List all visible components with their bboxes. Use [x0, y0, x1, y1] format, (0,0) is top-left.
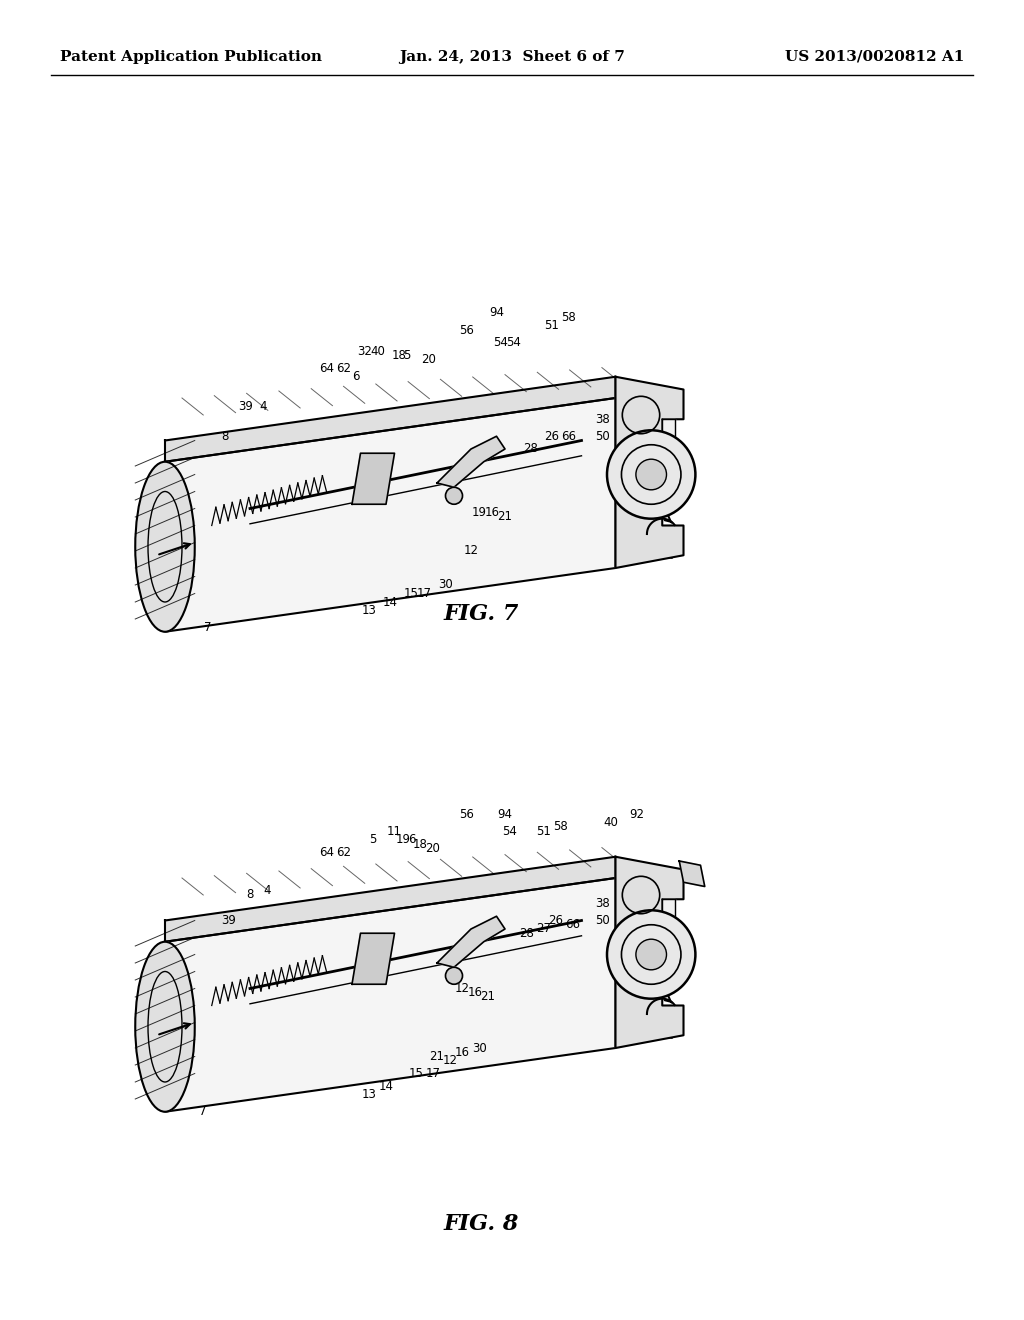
Text: 30: 30 — [438, 578, 453, 591]
Polygon shape — [663, 899, 675, 925]
Text: FIG. 7: FIG. 7 — [443, 603, 519, 624]
Text: 38: 38 — [595, 898, 610, 909]
Text: 58: 58 — [561, 310, 577, 323]
Text: 16: 16 — [484, 507, 500, 519]
Text: 66: 66 — [565, 919, 581, 931]
Text: 16: 16 — [468, 986, 482, 999]
Text: 2: 2 — [666, 1028, 673, 1041]
Text: 14: 14 — [379, 1080, 393, 1093]
Text: 19: 19 — [395, 833, 411, 846]
Text: 11: 11 — [387, 825, 402, 838]
Text: 62: 62 — [336, 362, 351, 375]
Ellipse shape — [135, 462, 195, 632]
Text: 16: 16 — [455, 1045, 470, 1059]
Text: 54: 54 — [502, 825, 517, 838]
Text: Patent Application Publication: Patent Application Publication — [60, 50, 322, 63]
Text: 54: 54 — [506, 337, 521, 350]
Text: 21: 21 — [498, 511, 512, 524]
Text: 7: 7 — [204, 620, 211, 634]
Text: 50: 50 — [595, 913, 610, 927]
Text: 21: 21 — [480, 990, 496, 1003]
Text: 19: 19 — [472, 507, 487, 519]
Text: 94: 94 — [489, 306, 504, 319]
Polygon shape — [165, 878, 615, 1111]
Text: 40: 40 — [370, 345, 385, 358]
Text: 6: 6 — [408, 833, 416, 846]
Text: 28: 28 — [523, 442, 538, 455]
Text: 32: 32 — [357, 345, 372, 358]
Text: 26: 26 — [549, 913, 563, 927]
Text: 94: 94 — [498, 808, 512, 821]
Text: 15: 15 — [409, 1067, 423, 1080]
Polygon shape — [165, 376, 615, 462]
Text: 2: 2 — [666, 549, 673, 562]
Circle shape — [623, 876, 659, 913]
Text: 13: 13 — [361, 605, 377, 616]
Text: 4: 4 — [259, 400, 266, 413]
Text: 51: 51 — [536, 825, 551, 838]
Text: 27: 27 — [536, 923, 551, 936]
Text: 38: 38 — [595, 413, 610, 426]
Text: 13: 13 — [361, 1088, 377, 1101]
Polygon shape — [352, 453, 394, 504]
Text: 17: 17 — [425, 1067, 440, 1080]
Text: 30: 30 — [472, 1041, 486, 1055]
Circle shape — [623, 396, 659, 434]
Text: FIG. 8: FIG. 8 — [443, 1213, 519, 1234]
Text: 17: 17 — [417, 587, 432, 601]
Text: 26: 26 — [544, 430, 559, 442]
Text: 50: 50 — [595, 430, 610, 442]
Circle shape — [445, 968, 463, 985]
Ellipse shape — [135, 941, 195, 1111]
Text: 20: 20 — [425, 842, 440, 855]
Circle shape — [445, 487, 463, 504]
Polygon shape — [615, 376, 683, 568]
Polygon shape — [165, 399, 615, 632]
Text: 18: 18 — [413, 837, 427, 850]
Text: 56: 56 — [460, 323, 474, 337]
Text: 39: 39 — [221, 913, 237, 927]
Text: 54: 54 — [494, 337, 508, 350]
Text: 20: 20 — [421, 354, 436, 366]
Text: 64: 64 — [319, 362, 334, 375]
Polygon shape — [663, 420, 675, 445]
Text: 39: 39 — [239, 400, 253, 413]
Polygon shape — [437, 436, 505, 487]
Circle shape — [636, 940, 667, 970]
Text: 62: 62 — [336, 846, 351, 859]
Polygon shape — [352, 933, 394, 985]
Text: 21: 21 — [429, 1049, 444, 1063]
Text: 58: 58 — [553, 821, 567, 833]
Circle shape — [607, 430, 695, 519]
Text: 14: 14 — [383, 595, 397, 609]
Text: 12: 12 — [455, 982, 470, 995]
Text: 40: 40 — [604, 816, 618, 829]
Circle shape — [636, 459, 667, 490]
Text: 5: 5 — [403, 348, 411, 362]
Text: 6: 6 — [352, 370, 360, 383]
Text: 4: 4 — [263, 884, 270, 898]
Polygon shape — [437, 916, 505, 968]
Text: 28: 28 — [519, 927, 534, 940]
Text: 8: 8 — [221, 430, 228, 442]
Text: 15: 15 — [404, 587, 419, 601]
Text: 66: 66 — [561, 430, 577, 442]
Text: US 2013/0020812 A1: US 2013/0020812 A1 — [784, 50, 964, 63]
Text: 92: 92 — [630, 808, 644, 821]
Text: 56: 56 — [460, 808, 474, 821]
Text: 18: 18 — [391, 348, 407, 362]
Text: 51: 51 — [545, 319, 559, 333]
Text: 64: 64 — [319, 846, 334, 859]
Text: 12: 12 — [442, 1055, 458, 1068]
Polygon shape — [165, 857, 615, 941]
Polygon shape — [615, 857, 683, 1048]
Text: 12: 12 — [464, 544, 478, 557]
Text: 8: 8 — [247, 888, 254, 902]
Text: 5: 5 — [370, 833, 377, 846]
Text: Jan. 24, 2013  Sheet 6 of 7: Jan. 24, 2013 Sheet 6 of 7 — [399, 50, 625, 63]
Text: 7: 7 — [200, 1105, 207, 1118]
Polygon shape — [679, 861, 705, 887]
Circle shape — [607, 911, 695, 999]
